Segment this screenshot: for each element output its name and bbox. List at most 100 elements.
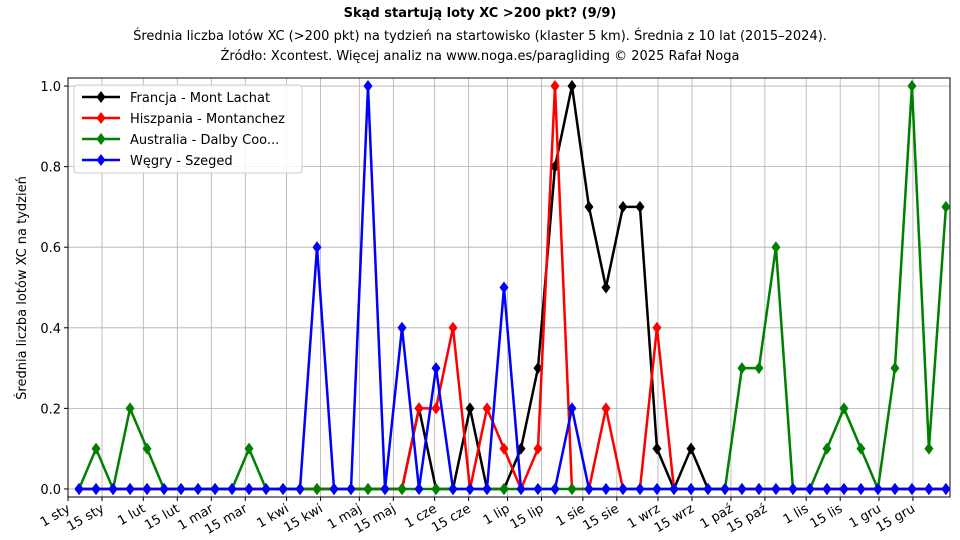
point-marker: [499, 281, 509, 294]
x-tick-label: 1 lut: [115, 501, 148, 529]
point-marker: [567, 80, 577, 93]
point-marker: [499, 442, 509, 455]
point-marker: [550, 80, 560, 93]
y-tick-label: 0.6: [40, 241, 61, 256]
point-marker: [448, 321, 458, 334]
point-marker: [91, 482, 101, 495]
point-marker: [567, 482, 577, 495]
legend-marker: [96, 91, 106, 103]
point-marker: [74, 482, 84, 495]
x-tick-label: 15 wrz: [652, 501, 697, 536]
point-marker: [788, 482, 798, 495]
point-marker: [550, 482, 560, 495]
legend-label: Francja - Mont Lachat: [130, 91, 270, 106]
point-marker: [244, 482, 254, 495]
point-marker: [295, 482, 305, 495]
legend-marker: [96, 112, 106, 124]
x-tick-label: 1 lip: [481, 501, 513, 528]
point-marker: [397, 482, 407, 495]
point-marker: [890, 482, 900, 495]
point-marker: [652, 442, 662, 455]
point-marker: [414, 482, 424, 495]
point-marker: [856, 442, 866, 455]
point-marker: [754, 362, 764, 375]
point-marker: [227, 482, 237, 495]
point-marker: [244, 442, 254, 455]
point-marker: [822, 482, 832, 495]
point-marker: [652, 482, 662, 495]
point-marker: [669, 482, 679, 495]
y-tick-label: 0.4: [40, 322, 61, 337]
legend-label: Węgry - Szeged: [130, 154, 233, 169]
point-marker: [720, 482, 730, 495]
point-marker: [771, 482, 781, 495]
x-tick-label: 15 lis: [808, 501, 846, 531]
point-marker: [890, 362, 900, 375]
point-marker: [431, 402, 441, 415]
point-marker: [635, 200, 645, 213]
y-tick-label: 1.0: [40, 80, 61, 95]
point-marker: [414, 402, 424, 415]
legend-label: Hiszpania - Montanchez: [130, 112, 285, 127]
chart-title: Skąd startują loty XC >200 pkt? (9/9): [344, 6, 617, 21]
x-tick-label: 15 gru: [874, 501, 918, 535]
point-marker: [312, 241, 322, 254]
point-marker: [618, 482, 628, 495]
point-marker: [533, 442, 543, 455]
point-marker: [465, 482, 475, 495]
point-marker: [601, 482, 611, 495]
y-axis-label: Średnia liczba lotów XC na tydzień: [14, 176, 30, 400]
x-tick-label: 15 kwi: [281, 501, 325, 535]
legend-box: [73, 84, 303, 174]
point-marker: [686, 442, 696, 455]
series-line: [79, 86, 946, 491]
point-marker: [839, 482, 849, 495]
point-marker: [737, 482, 747, 495]
legend-marker: [96, 133, 106, 145]
point-marker: [142, 442, 152, 455]
point-marker: [210, 482, 220, 495]
x-tick-label: 15 sie: [581, 501, 622, 534]
point-marker: [618, 200, 628, 213]
legend-label: Australia - Dalby Coo...: [130, 133, 279, 148]
point-marker: [873, 482, 883, 495]
point-marker: [652, 321, 662, 334]
y-tick-label: 0.2: [40, 402, 61, 417]
subtitle: Średnia liczba lotów XC (>200 pkt) na ty…: [133, 28, 827, 44]
point-marker: [142, 482, 152, 495]
point-marker: [465, 402, 475, 415]
point-marker: [805, 482, 815, 495]
point-marker: [771, 241, 781, 254]
plot-frame: [67, 77, 951, 498]
point-marker: [176, 482, 186, 495]
y-tick-label: 0.0: [40, 483, 61, 498]
point-marker: [516, 482, 526, 495]
point-marker: [499, 482, 509, 495]
x-tick-label: 15 lip: [508, 501, 547, 532]
point-marker: [686, 482, 696, 495]
point-marker: [737, 362, 747, 375]
point-marker: [448, 482, 458, 495]
point-marker: [941, 482, 951, 495]
point-marker: [533, 362, 543, 375]
point-marker: [822, 442, 832, 455]
x-tick-label: 1 lis: [781, 501, 812, 527]
point-marker: [584, 482, 594, 495]
point-marker: [635, 482, 645, 495]
point-marker: [941, 200, 951, 213]
point-marker: [431, 482, 441, 495]
point-marker: [312, 482, 322, 495]
point-marker: [278, 482, 288, 495]
point-marker: [329, 482, 339, 495]
point-marker: [193, 482, 203, 495]
point-marker: [924, 482, 934, 495]
point-marker: [924, 442, 934, 455]
point-marker: [754, 482, 764, 495]
point-marker: [584, 200, 594, 213]
point-marker: [533, 482, 543, 495]
point-marker: [346, 482, 356, 495]
point-marker: [907, 482, 917, 495]
point-marker: [601, 402, 611, 415]
x-tick-label: 15 cze: [429, 501, 473, 535]
